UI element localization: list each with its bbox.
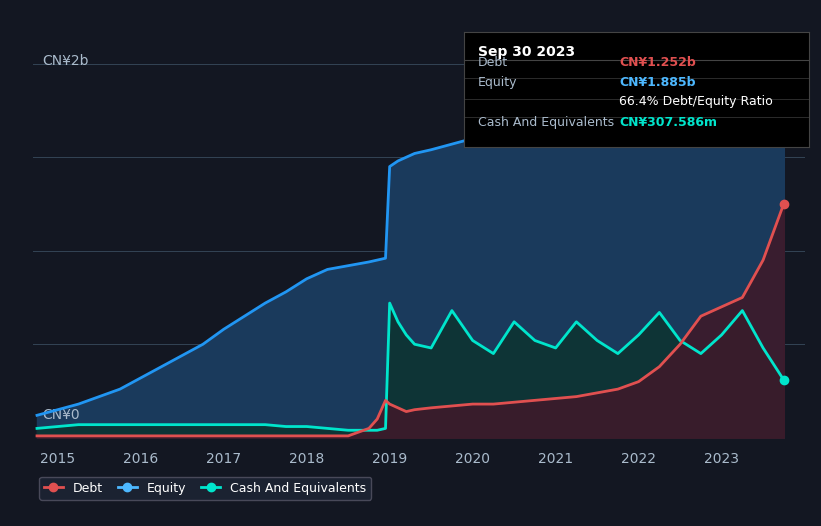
Text: Debt: Debt [478,56,507,68]
Text: CN¥1.885b: CN¥1.885b [619,76,695,89]
Text: CN¥2b: CN¥2b [42,54,89,68]
Text: CN¥307.586m: CN¥307.586m [619,116,717,129]
Text: Sep 30 2023: Sep 30 2023 [478,45,575,59]
Text: 66.4% Debt/Equity Ratio: 66.4% Debt/Equity Ratio [619,95,773,108]
Text: CN¥1.252b: CN¥1.252b [619,56,695,68]
Text: CN¥0: CN¥0 [42,408,80,422]
Legend: Debt, Equity, Cash And Equivalents: Debt, Equity, Cash And Equivalents [39,477,371,500]
Text: Cash And Equivalents: Cash And Equivalents [478,116,614,129]
Text: Equity: Equity [478,76,517,89]
